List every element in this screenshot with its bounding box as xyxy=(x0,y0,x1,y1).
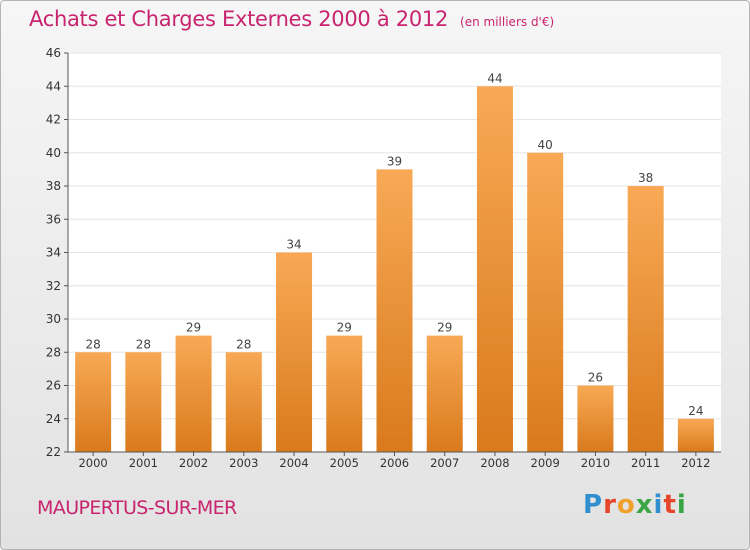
data-label: 39 xyxy=(387,154,402,168)
x-tick-label: 2007 xyxy=(430,456,459,470)
bar xyxy=(326,335,363,452)
y-tick-label: 28 xyxy=(46,345,61,359)
y-tick-label: 24 xyxy=(46,412,61,426)
y-tick-label: 34 xyxy=(46,246,61,260)
y-tick-label: 32 xyxy=(46,279,61,293)
title-text: Achats et Charges Externes 2000 à 2012 xyxy=(29,7,449,31)
bar xyxy=(527,152,564,452)
bar xyxy=(426,335,463,452)
bar xyxy=(175,335,212,452)
y-tick-label: 46 xyxy=(46,46,61,60)
bars: 28 28 29 28 34 29 39 29 44 40 26 38 24 xyxy=(75,71,714,452)
x-tick-label: 2008 xyxy=(480,456,509,470)
x-tick-label: 2010 xyxy=(581,456,610,470)
axes: 22 24 26 28 30 32 34 36 38 40 42 44 46 2000 2001 2002 20… xyxy=(46,46,721,470)
logo-letter: x xyxy=(635,490,654,520)
logo-letter: r xyxy=(603,490,617,520)
x-tick-label: 2012 xyxy=(681,456,710,470)
chart-title: Achats et Charges Externes 2000 à 2012 (e… xyxy=(29,7,554,31)
data-label: 38 xyxy=(638,171,653,185)
logo-letter: P xyxy=(583,490,604,520)
y-tick-label: 36 xyxy=(46,212,61,226)
x-tick-label: 2000 xyxy=(78,456,107,470)
y-tick-label: 30 xyxy=(46,312,61,326)
logo-letter: t xyxy=(663,490,677,520)
data-label: 29 xyxy=(186,321,201,335)
y-tick-label: 38 xyxy=(46,179,61,193)
chart-subtitle: (en milliers d'€) xyxy=(460,15,555,29)
x-tick-label: 2002 xyxy=(179,456,208,470)
data-label: 28 xyxy=(236,337,251,351)
bar xyxy=(276,252,313,452)
bar xyxy=(225,352,262,452)
x-tick-label: 2004 xyxy=(279,456,308,470)
x-tick-label: 2003 xyxy=(229,456,258,470)
data-label: 29 xyxy=(437,321,452,335)
x-tick-label: 2001 xyxy=(129,456,158,470)
y-tick-label: 44 xyxy=(46,79,61,93)
data-label: 28 xyxy=(85,337,100,351)
y-tick-label: 42 xyxy=(46,113,61,127)
data-label: 34 xyxy=(286,238,301,252)
logo-letter: o xyxy=(616,490,636,520)
data-label: 29 xyxy=(337,321,352,335)
data-label: 24 xyxy=(688,404,703,418)
x-tick-label: 2011 xyxy=(631,456,660,470)
data-label: 40 xyxy=(538,138,553,152)
y-tick-label: 26 xyxy=(46,379,61,393)
bar xyxy=(677,418,714,452)
bar xyxy=(125,352,162,452)
data-label: 26 xyxy=(588,371,603,385)
y-tick-label: 22 xyxy=(46,445,61,459)
bar xyxy=(627,186,664,452)
bar xyxy=(476,86,513,452)
data-label: 28 xyxy=(136,337,151,351)
y-tick-label: 40 xyxy=(46,146,61,160)
proxiti-logo: Proxiti xyxy=(583,490,687,520)
data-label: 44 xyxy=(487,71,502,85)
bar xyxy=(577,385,614,452)
city-name: MAUPERTUS-SUR-MER xyxy=(37,497,237,519)
logo-letter: i xyxy=(676,490,687,520)
bar xyxy=(75,352,112,452)
x-tick-label: 2009 xyxy=(531,456,560,470)
x-tick-label: 2005 xyxy=(330,456,359,470)
logo-letter: i xyxy=(653,490,664,520)
x-tick-label: 2006 xyxy=(380,456,409,470)
bar xyxy=(376,169,413,452)
